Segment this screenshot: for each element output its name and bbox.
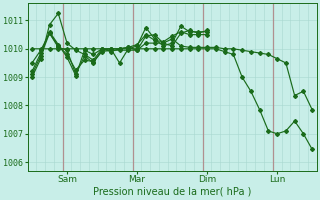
X-axis label: Pression niveau de la mer( hPa ): Pression niveau de la mer( hPa ) bbox=[93, 187, 251, 197]
